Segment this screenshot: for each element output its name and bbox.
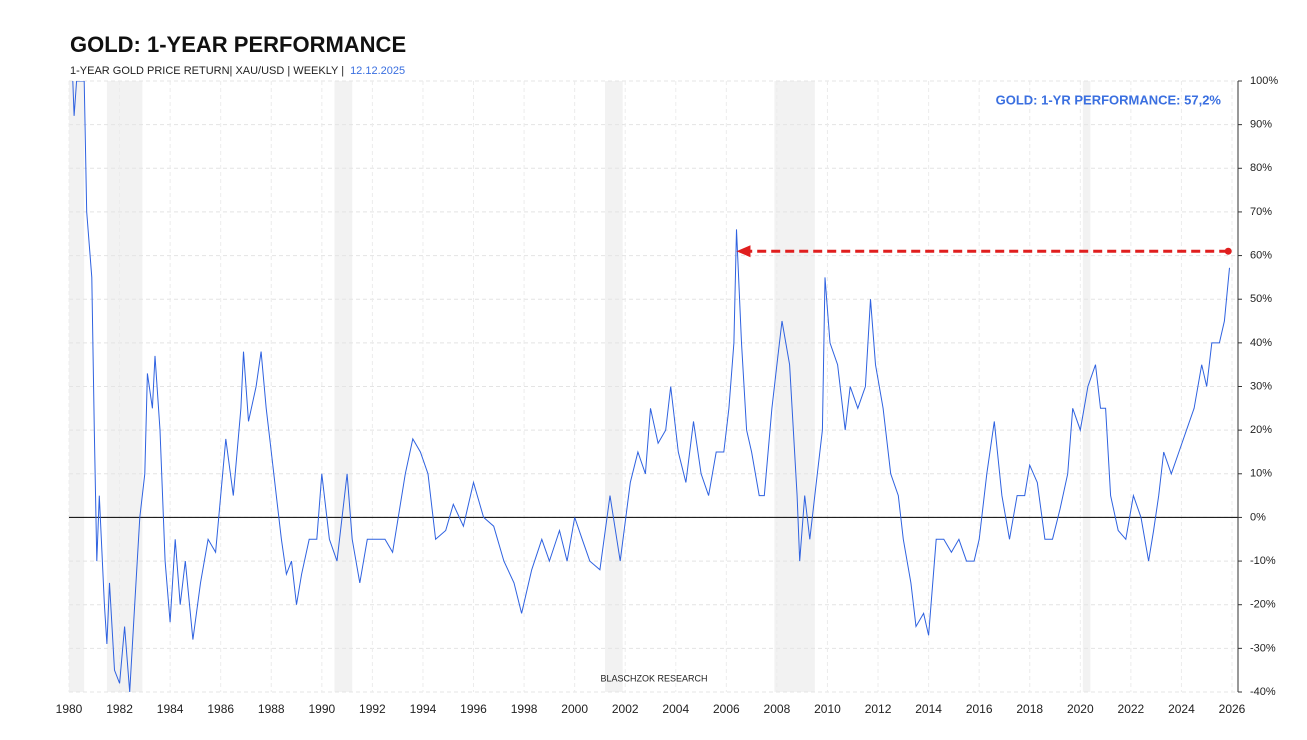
y-tick-label: 60% [1250,249,1272,261]
y-tick-label: 10% [1250,468,1272,480]
x-tick-label: 1980 [56,702,83,716]
x-tick-label: 2004 [662,702,689,716]
y-tick-label: 70% [1250,206,1272,218]
chart-subtitle: 1-YEAR GOLD PRICE RETURN| XAU/USD | WEEK… [70,65,344,77]
x-tick-label: 2024 [1168,702,1195,716]
x-tick-label: 1992 [359,702,386,716]
x-tick-label: 2010 [814,702,841,716]
chart-title: GOLD: 1-YEAR PERFORMANCE [70,32,406,57]
x-tick-label: 1986 [207,702,234,716]
x-tick-label: 1988 [258,702,285,716]
x-tick-label: 1996 [460,702,487,716]
x-tick-label: 1994 [410,702,437,716]
y-tick-label: -40% [1250,686,1276,698]
x-tick-label: 2020 [1067,702,1094,716]
grid-layer [68,80,1242,693]
y-tick-label: 90% [1250,119,1272,131]
y-tick-label: 100% [1250,75,1278,87]
mark-layer [72,81,1230,692]
y-tick-label: 40% [1250,337,1272,349]
shaded-period [604,81,623,692]
price-return-line [72,81,1230,692]
x-tick-label: 2014 [915,702,942,716]
y-tick-label: 50% [1250,293,1272,305]
x-tick-label: 1998 [511,702,538,716]
y-tick-label: -20% [1250,599,1276,611]
x-tick-label: 2026 [1219,702,1246,716]
x-tick-label: 1984 [157,702,184,716]
shaded-period [774,81,815,692]
y-tick-label: 80% [1250,162,1272,174]
y-tick-label: -10% [1250,555,1276,567]
x-tick-label: 2012 [865,702,892,716]
y-tick-label: 30% [1250,380,1272,392]
x-tick-label: 2008 [764,702,791,716]
x-tick-label: 2002 [612,702,639,716]
y-tick-label: -30% [1250,642,1276,654]
watermark: BLASCHZOK RESEARCH [600,673,707,683]
y-tick-label: 20% [1250,424,1272,436]
y-tick-label: 0% [1250,511,1266,523]
x-tick-label: 1982 [106,702,133,716]
annotation: GOLD: 1-YR PERFORMANCE: 57,2% [996,92,1222,107]
arrow-start [1224,247,1232,255]
x-tick-label: 2016 [966,702,993,716]
arrow-head [736,245,751,258]
chart-date: 12.12.2025 [350,65,405,77]
x-tick-label: 1990 [308,702,335,716]
x-tick-label: 2022 [1118,702,1145,716]
x-tick-label: 2006 [713,702,740,716]
x-tick-label: 2018 [1016,702,1043,716]
x-tick-label: 2000 [561,702,588,716]
